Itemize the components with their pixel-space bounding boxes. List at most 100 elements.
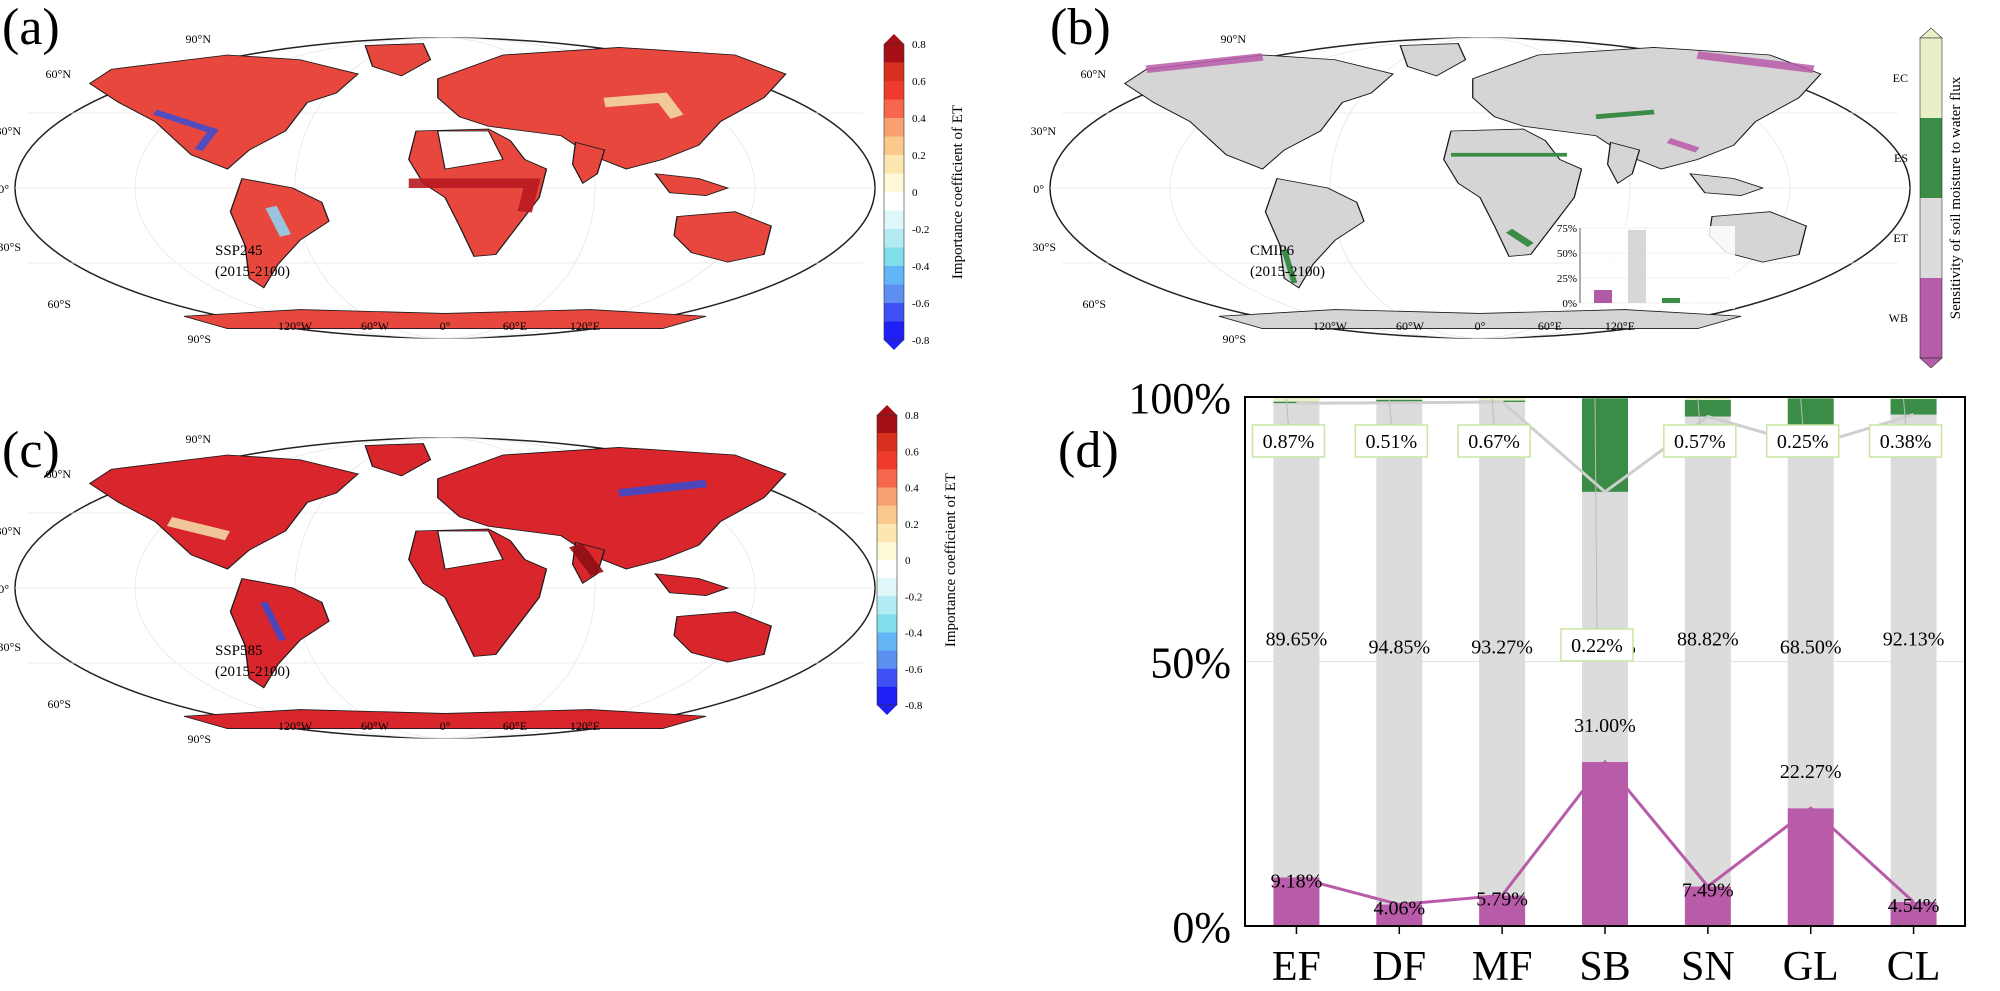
longitude-label: 0° <box>440 319 451 333</box>
colorbar-segment <box>877 686 897 706</box>
ec-data-label: 0.25% <box>1777 431 1829 453</box>
ec-data-label: 0.67% <box>1468 431 1520 453</box>
wb-data-label: 22.27% <box>1780 761 1842 783</box>
ec-data-label: 0.51% <box>1365 431 1417 453</box>
bar-segment-es <box>1890 399 1937 415</box>
colorbar-segment <box>884 155 904 174</box>
ec-data-label: 0.87% <box>1263 431 1315 453</box>
map-period-label: (2015-2100) <box>1250 264 1325 280</box>
longitude-label: 60°W <box>361 319 390 333</box>
colorbar-bottom-arrow <box>877 705 897 715</box>
x-tick-label: SN <box>1681 944 1735 990</box>
panel-d-letter: (d) <box>1058 422 1119 479</box>
colorbar-segment <box>884 192 904 211</box>
x-tick-label: CL <box>1887 944 1941 990</box>
colorbar-segment <box>1920 38 1942 118</box>
stacked-bar-chart: 100% 50% 0% EF DF MF SB SN GL CL 9.18% 89.65% 4.06% 9… <box>1128 374 1966 990</box>
longitude-label: 60°E <box>503 319 527 333</box>
panel-c-letter: (c) <box>2 422 60 479</box>
colorbar-tick-label: 0.2 <box>905 519 919 531</box>
bar-segment-wb <box>1890 901 1937 926</box>
longitude-label: 60°W <box>361 719 390 733</box>
inset-ytick-label: 75% <box>1557 223 1577 235</box>
colorbar-tick-label: -0.2 <box>912 224 929 236</box>
inset-bar <box>1594 290 1612 303</box>
ec-data-label: 0.57% <box>1674 431 1726 453</box>
bar-segment-ec <box>1479 397 1526 401</box>
colorbar-segment <box>884 229 904 248</box>
map-scenario-label: SSP585 <box>215 643 263 659</box>
colorbar-segment <box>884 266 904 285</box>
colorbar-segment <box>877 487 897 507</box>
colorbar-segment <box>884 321 904 341</box>
colorbar-segment <box>877 596 897 615</box>
latitude-label: 30°S <box>0 640 21 654</box>
ec-data-label: 0.22% <box>1571 635 1623 657</box>
wb-data-label: 5.79% <box>1476 888 1528 910</box>
colorbar-top-arrow <box>1919 27 1943 39</box>
colorbar-sensitivity-b: EC ES ET WB Sensitivity of soil moisture to … <box>1889 27 1964 369</box>
bar-segment-et <box>1787 445 1834 809</box>
colorbar-segment <box>877 614 897 633</box>
bar-segment-wb <box>1376 904 1423 926</box>
colorbar-top-arrow <box>884 34 904 44</box>
bar-segment-wb <box>1787 808 1834 926</box>
colorbar-tick-label: 0.6 <box>912 76 926 88</box>
latitude-label: 0° <box>1033 182 1044 196</box>
y-tick-label: 100% <box>1128 374 1231 423</box>
longitude-label: 60°E <box>1538 319 1562 333</box>
colorbar-segment <box>884 247 904 267</box>
inset-bar <box>1662 298 1680 303</box>
colorbar-bottom-arrow <box>884 340 904 350</box>
ec-data-label: 0.38% <box>1880 431 1932 453</box>
colorbar-segment <box>877 433 897 452</box>
inset-ytick-label: 0% <box>1562 298 1577 310</box>
bar-segment-es <box>1376 399 1423 403</box>
latitude-label: 90°S <box>1223 332 1246 346</box>
colorbar-tick-label: -0.8 <box>905 700 923 712</box>
colorbar-tick-label: 0.4 <box>905 483 919 495</box>
wb-trend-line <box>1296 759 1915 907</box>
colorbar-segment <box>877 668 897 688</box>
latitude-label: 90°N <box>186 432 212 446</box>
colorbar-segment <box>884 303 904 322</box>
colorbar-tick-label: -0.6 <box>912 298 930 310</box>
map-scenario-label: CMIP6 <box>1250 243 1295 259</box>
ec-label-box <box>1354 424 1429 458</box>
et-data-label: 68.50% <box>1780 637 1842 659</box>
colorbar-segment <box>877 469 897 488</box>
colorbar-importance-a: 0.8 0.6 0.4 0.2 0 -0.2 -0.4 -0.6 -0.8 Importance … <box>883 34 966 350</box>
longitude-label: 0° <box>1475 319 1486 333</box>
ec-label-box <box>1663 424 1737 458</box>
colorbar-importance-c: 0.8 0.6 0.4 0.2 0 -0.2 -0.4 -0.6 -0.8 Importance … <box>876 405 959 715</box>
colorbar-title: Importance coefficient of ET <box>950 105 966 279</box>
colorbar-tick-label: -0.8 <box>912 335 930 347</box>
bar-segment-et <box>1582 491 1628 763</box>
latitude-label: 60°N <box>1081 67 1107 81</box>
colorbar-segment <box>877 415 897 434</box>
colorbar-title: Importance coefficient of ET <box>943 473 959 647</box>
map-labels: SSP245 (2015-2100) 90°N 60°N 30°N 0° 30°S 60°S 9… <box>0 32 1635 746</box>
y-tick-label: 0% <box>1172 903 1231 952</box>
latitude-label: 90°N <box>186 32 212 46</box>
latitude-label: 60°S <box>48 297 71 311</box>
longitude-label: 60°W <box>1396 319 1425 333</box>
longitude-label: 120°W <box>1313 319 1348 333</box>
bar-segment-wb <box>1273 877 1320 926</box>
colorbar-segment <box>877 523 897 543</box>
latitude-label: 60°N <box>46 67 72 81</box>
wb-data-label: 7.49% <box>1682 879 1734 901</box>
inset-ytick-label: 50% <box>1557 248 1577 260</box>
x-tick-label: GL <box>1783 944 1839 990</box>
latitude-label: 90°N <box>1221 32 1247 46</box>
colorbar-tick-label: 0.4 <box>912 113 926 125</box>
bar-segment-ec <box>1684 397 1731 401</box>
bar-segment-et <box>1684 416 1731 887</box>
et-data-label: 89.65% <box>1266 629 1328 651</box>
colorbar-tick-label: 0.8 <box>905 410 919 422</box>
x-tick-label: SB <box>1579 944 1630 990</box>
inset-bar <box>1628 230 1646 303</box>
colorbar-top-arrow <box>877 405 897 415</box>
panel-a-letter: (a) <box>2 0 60 56</box>
map-scenario-label: SSP245 <box>215 243 263 259</box>
